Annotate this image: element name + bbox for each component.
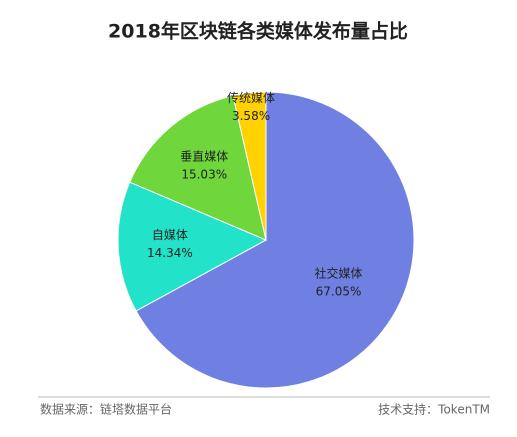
- slice-label: 传统媒体: [227, 90, 275, 105]
- slice-label: 垂直媒体: [180, 150, 228, 164]
- slice-value: 14.34%: [147, 246, 193, 260]
- slice-label: 自媒体: [152, 228, 188, 242]
- pie-slice: [135, 91, 415, 389]
- slice-value: 67.05%: [316, 285, 362, 299]
- chart-title: 2018年区块链各类媒体发布量占比: [108, 20, 408, 43]
- slice-value: 15.03%: [181, 168, 227, 182]
- pie-slice: [117, 181, 268, 312]
- slice-label: 社交媒体: [315, 266, 363, 281]
- pie-slice: [232, 91, 267, 241]
- footer-support: 技术支持：TokenTM: [378, 402, 490, 417]
- footer-source: 数据来源：链塔数据平台: [40, 402, 172, 417]
- slice-value: 3.58%: [232, 109, 270, 123]
- pie-slice: [129, 95, 267, 241]
